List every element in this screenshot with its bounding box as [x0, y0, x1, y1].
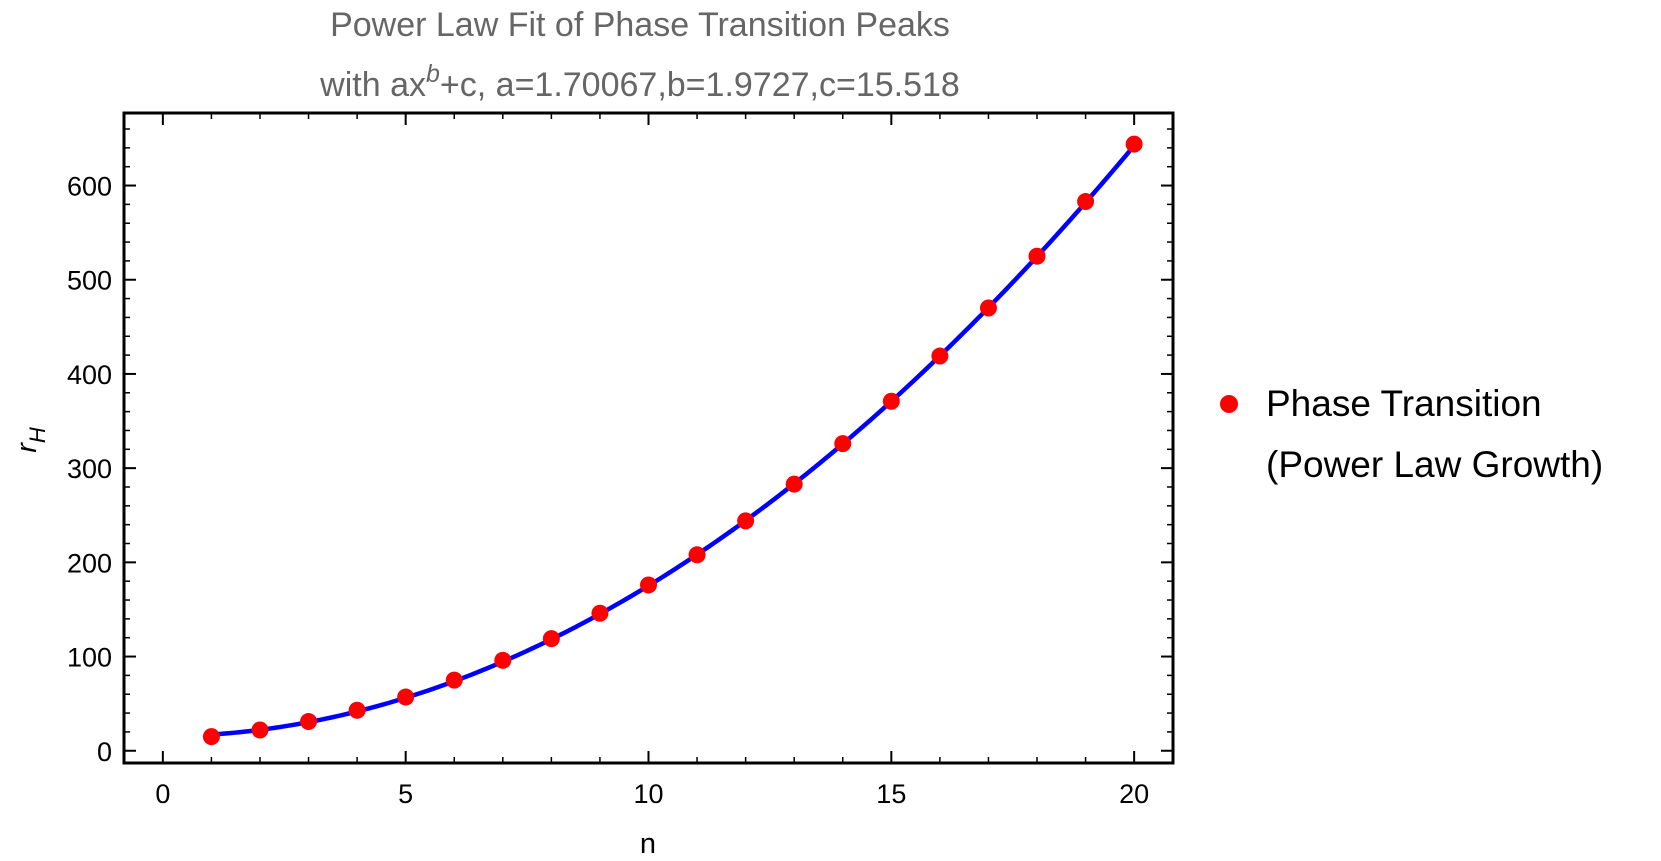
y-tick-label: 500: [67, 266, 112, 296]
x-tick-label: 20: [1119, 779, 1149, 809]
legend: Phase Transition (Power Law Growth): [1220, 383, 1603, 485]
chart-title-line-2: with axb+c, a=1.70067,b=1.9727,c=15.518: [319, 60, 960, 104]
data-point: [737, 512, 755, 530]
legend-label-line-2: (Power Law Growth): [1266, 444, 1603, 485]
data-point: [834, 435, 852, 453]
data-point: [979, 299, 997, 317]
data-point: [542, 630, 560, 648]
x-tick-label: 10: [633, 779, 663, 809]
data-point: [1028, 247, 1046, 265]
data-point: [931, 347, 949, 365]
data-point: [494, 651, 512, 669]
y-axis-label-subscript: H: [25, 427, 50, 443]
data-point: [640, 576, 657, 594]
x-axis-label: n: [640, 828, 656, 860]
y-tick-label: 600: [67, 172, 112, 202]
data-point: [397, 688, 415, 706]
chart-title-exponent: b: [426, 60, 440, 88]
chart-title-line-2-suffix: +c, a=1.70067,b=1.9727,c=15.518: [440, 66, 960, 104]
data-point: [1125, 135, 1143, 153]
x-tick-label: 0: [155, 779, 170, 809]
x-tick-label: 15: [876, 779, 906, 809]
data-point: [688, 546, 706, 564]
y-tick-label: 0: [97, 737, 112, 767]
legend-marker: [1220, 395, 1238, 413]
data-point: [882, 392, 900, 410]
chart-title-line-1: Power Law Fit of Phase Transition Peaks: [330, 6, 950, 44]
chart-title-line-2-prefix: with ax: [319, 66, 426, 104]
plot-frame: [122, 111, 1175, 765]
data-point: [445, 671, 463, 689]
y-tick-label: 100: [67, 643, 112, 673]
data-point: [785, 475, 803, 493]
y-axis-label-base: r: [11, 442, 43, 453]
legend-label-line-1: Phase Transition: [1266, 383, 1542, 424]
fit-curve: [211, 144, 1136, 737]
y-tick-label: 300: [67, 454, 112, 484]
data-point: [591, 604, 609, 622]
data-point: [202, 728, 220, 746]
data-point: [300, 713, 318, 731]
data-point: [1077, 193, 1095, 211]
x-tick-label: 5: [398, 779, 413, 809]
data-point: [251, 721, 269, 739]
y-axis-label: rH: [11, 427, 50, 453]
y-tick-label: 200: [67, 548, 112, 578]
data-point: [348, 701, 366, 719]
y-tick-label: 400: [67, 360, 112, 390]
